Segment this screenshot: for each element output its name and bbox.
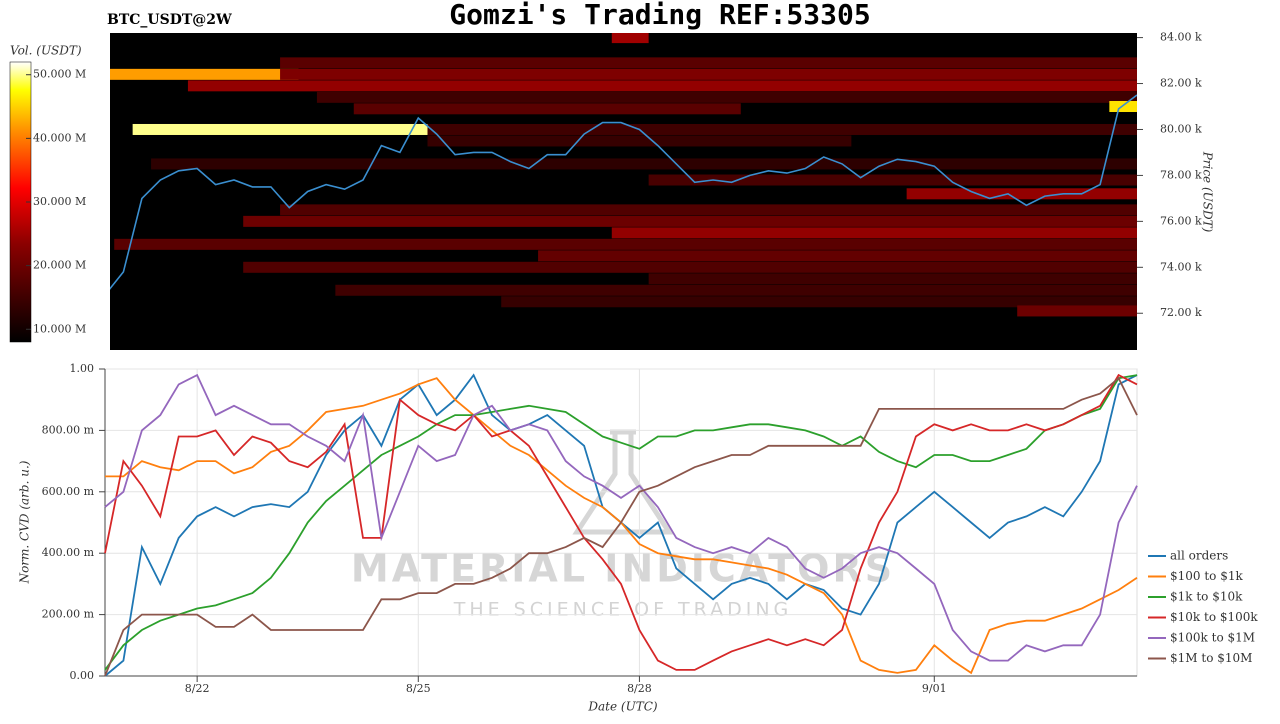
heatmap-cell xyxy=(114,238,1137,250)
legend-label: all orders xyxy=(1170,549,1228,563)
y-tick-label: 72.00 k xyxy=(1160,306,1202,319)
heatmap-cell xyxy=(1017,305,1137,317)
legend-label: $100k to $1M xyxy=(1170,631,1255,645)
y-axis-label: Norm. CVD (arb. u.) xyxy=(18,460,32,584)
heatmap-cell xyxy=(316,91,1137,103)
y-tick-label: 78.00 k xyxy=(1160,168,1202,181)
price-line xyxy=(110,94,1137,290)
y-tick-label: 80.00 k xyxy=(1160,122,1202,135)
y-tick-label: 84.00 k xyxy=(1160,31,1202,44)
symbol-label: BTC_USDT@2W xyxy=(107,12,232,28)
colorbar-tick-label: 50.000 M xyxy=(33,68,86,81)
legend-label: $1k to $10k xyxy=(1170,590,1243,604)
series-line xyxy=(104,373,1138,671)
heatmap-cell xyxy=(501,296,1137,308)
heatmap-cell xyxy=(110,68,299,80)
colorbar-tick-label: 10.000 M xyxy=(33,322,86,335)
heatmap-cell xyxy=(151,158,1137,170)
x-tick-label: 8/28 xyxy=(627,682,652,695)
heatmap-cell xyxy=(280,57,1137,69)
y-tick-label: 0.00 xyxy=(70,669,95,682)
heatmap-cell xyxy=(243,215,1137,227)
y-axis-label: Price (USDT) xyxy=(1201,151,1215,233)
heatmap-cell xyxy=(611,33,649,44)
series-line xyxy=(104,373,1138,662)
y-tick-label: 74.00 k xyxy=(1160,260,1202,273)
y-tick-label: 600.00 m xyxy=(42,485,95,498)
heatmap-cell xyxy=(132,123,428,135)
heatmap-cell xyxy=(187,80,1137,92)
heatmap-cell xyxy=(1109,101,1137,113)
legend-label: $10k to $100k xyxy=(1170,610,1258,624)
x-axis-label: Date (UTC) xyxy=(587,700,657,714)
heatmap-layer xyxy=(110,33,1137,317)
y-tick-label: 400.00 m xyxy=(42,546,95,559)
heatmap-cell xyxy=(538,250,1137,262)
x-tick-label: 8/22 xyxy=(185,682,210,695)
heatmap-cell xyxy=(648,273,1137,285)
series-line xyxy=(104,376,1138,677)
heatmap-cell xyxy=(243,261,1137,273)
y-tick-label: 82.00 k xyxy=(1160,77,1202,90)
y-tick-label: 76.00 k xyxy=(1160,214,1202,227)
legend-label: $1M to $10M xyxy=(1170,651,1252,665)
watermark-icon xyxy=(572,429,674,535)
x-tick-label: 8/25 xyxy=(406,682,431,695)
y-tick-label: 800.00 m xyxy=(42,423,95,436)
heatmap-cell xyxy=(335,284,1137,296)
colorbar-tick-label: 30.000 M xyxy=(33,195,86,208)
legend-label: $100 to $1k xyxy=(1170,569,1243,583)
colorbar-tick-label: 40.000 M xyxy=(33,131,86,144)
heatmap-cell xyxy=(353,103,741,115)
heatmap-cell xyxy=(409,123,1137,135)
heatmap-cell xyxy=(427,135,852,147)
colorbar-tick-label: 20.000 M xyxy=(33,259,86,272)
y-tick-label: 1.00 xyxy=(70,362,95,375)
y-tick-label: 200.00 m xyxy=(42,608,95,621)
x-tick-label: 9/01 xyxy=(922,682,947,695)
colorbar-label: Vol. (USDT) xyxy=(10,44,82,58)
heatmap-cell xyxy=(280,204,1137,216)
heatmap-cell xyxy=(280,68,1137,80)
chart-title: Gomzi's Trading REF:53305 xyxy=(449,0,870,31)
series-line xyxy=(104,374,1138,671)
watermark-subtitle: THE SCIENCE OF TRADING xyxy=(453,599,793,621)
heatmap-cell xyxy=(906,188,1137,200)
heatmap-cell xyxy=(648,174,1137,186)
legend-box xyxy=(1140,540,1262,674)
heatmap-cell xyxy=(611,227,1137,239)
